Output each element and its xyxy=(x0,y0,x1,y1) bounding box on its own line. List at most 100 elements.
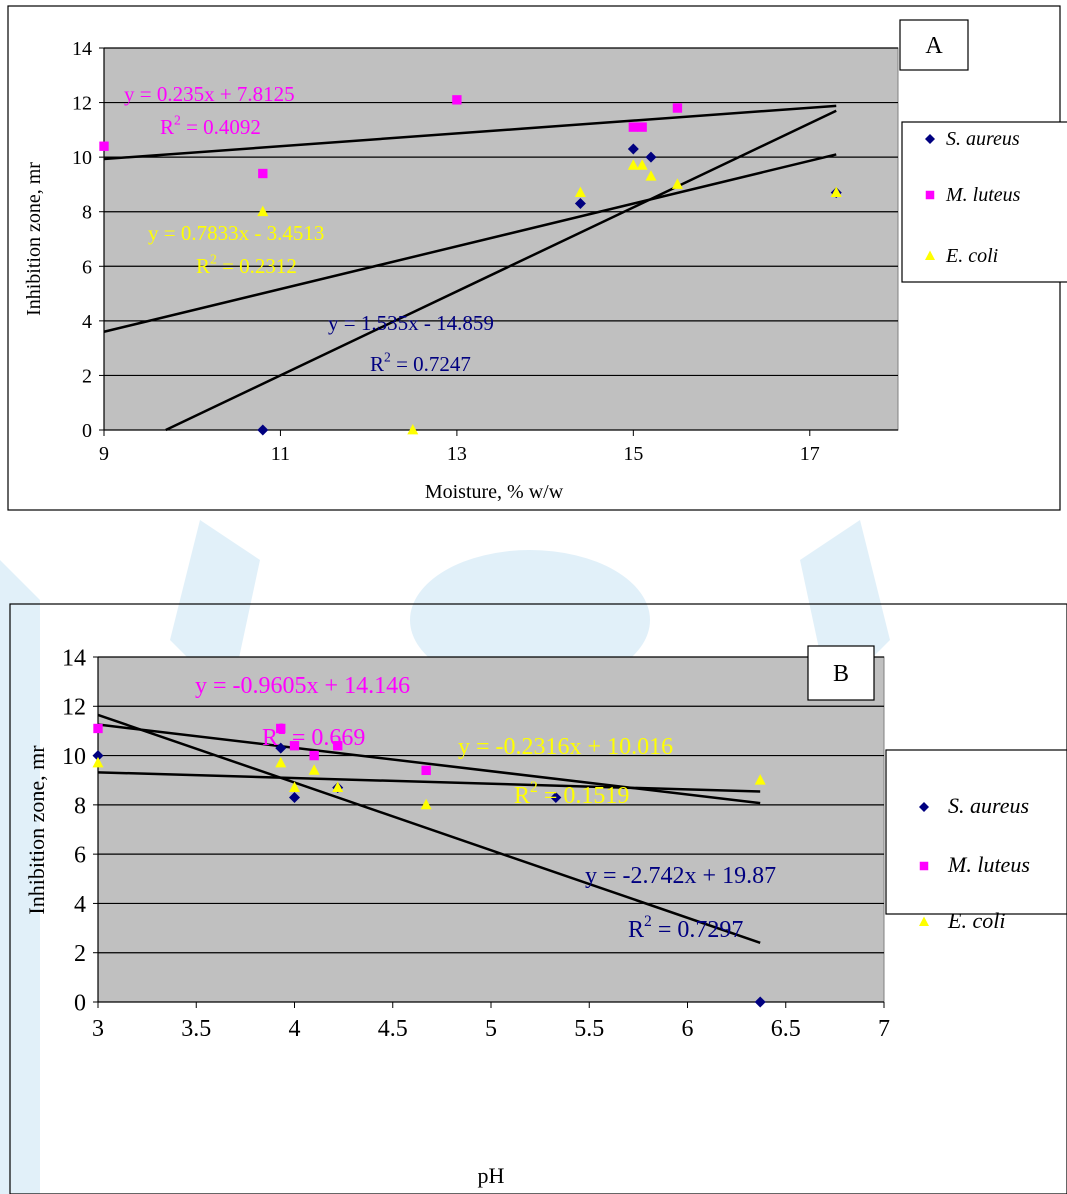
data-point xyxy=(257,205,269,217)
legend-entry: S. aureus xyxy=(948,793,1029,818)
data-point xyxy=(574,186,586,198)
trendline-equation: y = 1.535x - 14.859 xyxy=(328,311,494,335)
data-point xyxy=(420,798,432,810)
trendline-equation: y = -2.742x + 19.87 xyxy=(585,863,776,889)
y-tick-label: 10 xyxy=(72,147,92,169)
data-point xyxy=(627,159,639,170)
data-point xyxy=(289,741,300,751)
y-tick-label: 6 xyxy=(82,256,92,278)
r-squared-label: R2 = 0.7247 xyxy=(370,350,471,376)
data-point xyxy=(637,122,647,132)
x-axis-label: Moisture, % w/w xyxy=(425,481,564,503)
y-tick-label: 10 xyxy=(62,744,86,770)
data-point xyxy=(407,423,419,435)
x-axis-label: pH xyxy=(478,1163,505,1188)
legend-marker xyxy=(919,861,929,871)
data-point xyxy=(645,170,657,181)
legend-marker xyxy=(919,802,929,812)
trendline xyxy=(165,109,837,432)
y-tick-label: 8 xyxy=(74,793,86,819)
r-squared-label: R2 = 0.7297 xyxy=(628,913,743,943)
trendline xyxy=(103,104,837,161)
data-point xyxy=(627,143,639,155)
data-point xyxy=(93,723,103,734)
data-point xyxy=(275,756,287,768)
x-tick-label: 6 xyxy=(682,1016,694,1042)
y-tick-label: 8 xyxy=(82,202,92,224)
y-tick-label: 0 xyxy=(74,990,86,1016)
panel-label: A xyxy=(925,33,943,59)
y-tick-label: 2 xyxy=(82,365,92,387)
data-point xyxy=(671,178,683,189)
r-squared-label: R2 = 0.669 xyxy=(262,721,365,751)
trendline-equation: y = 0.235x + 7.8125 xyxy=(124,82,295,106)
data-point xyxy=(830,186,842,198)
x-tick-label: 6.5 xyxy=(771,1016,801,1042)
trendline xyxy=(103,153,837,333)
trendline-equation: y = 0.7833x - 3.4513 xyxy=(148,221,324,245)
x-tick-label: 11 xyxy=(271,443,290,465)
data-point xyxy=(289,781,300,793)
y-tick-label: 2 xyxy=(74,941,86,967)
legend-entry: S. aureus xyxy=(946,128,1020,150)
trendline xyxy=(97,713,761,945)
trendline xyxy=(97,723,761,805)
x-tick-label: 17 xyxy=(800,443,820,465)
legend-entry: M. luteus xyxy=(945,184,1021,206)
legend xyxy=(885,749,1067,915)
data-point xyxy=(308,764,320,775)
data-point xyxy=(421,765,431,776)
x-tick-label: 4 xyxy=(289,1016,301,1042)
panel-label-box xyxy=(807,645,875,701)
panel-label-box xyxy=(899,19,969,71)
legend-marker xyxy=(919,916,929,926)
legend-marker xyxy=(925,250,935,260)
x-tick-label: 5 xyxy=(485,1016,497,1042)
data-point xyxy=(92,756,104,768)
r-squared-label: R2 = 0.2312 xyxy=(196,252,297,278)
x-tick-label: 5.5 xyxy=(574,1016,604,1042)
x-tick-label: 3 xyxy=(92,1016,104,1042)
data-point xyxy=(99,141,109,151)
chart-b: 0 2 4 6 8 10 12 14 3 3.5 4 4.5 5 5.5 6 6.5 7 pH Inhibition… xyxy=(9,603,1067,1194)
data-point xyxy=(672,103,683,113)
y-tick-label: 4 xyxy=(74,892,86,918)
data-point xyxy=(574,198,586,210)
r-squared-label: R2 = 0.1519 xyxy=(514,779,629,809)
data-point xyxy=(92,750,104,762)
y-tick-label: 14 xyxy=(62,645,86,671)
trendline-equation: y = -0.2316x + 10.016 xyxy=(458,734,673,760)
y-axis-label: Inhibition zone, mr xyxy=(23,162,45,316)
y-tick-label: 4 xyxy=(82,311,92,333)
x-tick-label: 9 xyxy=(99,443,109,465)
data-point xyxy=(276,723,286,734)
legend-marker xyxy=(925,190,935,200)
panel-label: B xyxy=(833,661,849,687)
data-point xyxy=(636,159,648,170)
y-axis-label: Inhibition zone, mr xyxy=(24,745,49,915)
legend-entry: E. coli xyxy=(947,908,1005,933)
y-tick-label: 0 xyxy=(82,420,92,442)
y-tick-label: 6 xyxy=(74,843,86,869)
data-point xyxy=(332,781,344,793)
data-point xyxy=(275,742,287,754)
y-tick-label: 12 xyxy=(72,93,92,115)
chart-frame xyxy=(9,603,1067,1194)
r-squared-label: R2 = 0.4092 xyxy=(160,113,261,139)
legend-entry: M. luteus xyxy=(947,852,1030,877)
data-point xyxy=(754,774,766,785)
x-tick-label: 13 xyxy=(447,443,467,465)
trendline xyxy=(97,771,761,793)
data-point xyxy=(550,791,562,803)
data-point xyxy=(289,791,300,803)
data-point xyxy=(309,750,319,761)
y-tick-label: 12 xyxy=(62,695,86,721)
data-point xyxy=(628,122,639,132)
legend-entry: E. coli xyxy=(945,245,998,267)
data-point xyxy=(754,996,766,1008)
x-tick-label: 4.5 xyxy=(378,1016,408,1042)
data-point xyxy=(257,424,269,436)
trendline-equation: y = -0.9605x + 14.146 xyxy=(195,673,410,699)
y-tick-label: 14 xyxy=(72,38,92,60)
data-point xyxy=(645,151,657,163)
